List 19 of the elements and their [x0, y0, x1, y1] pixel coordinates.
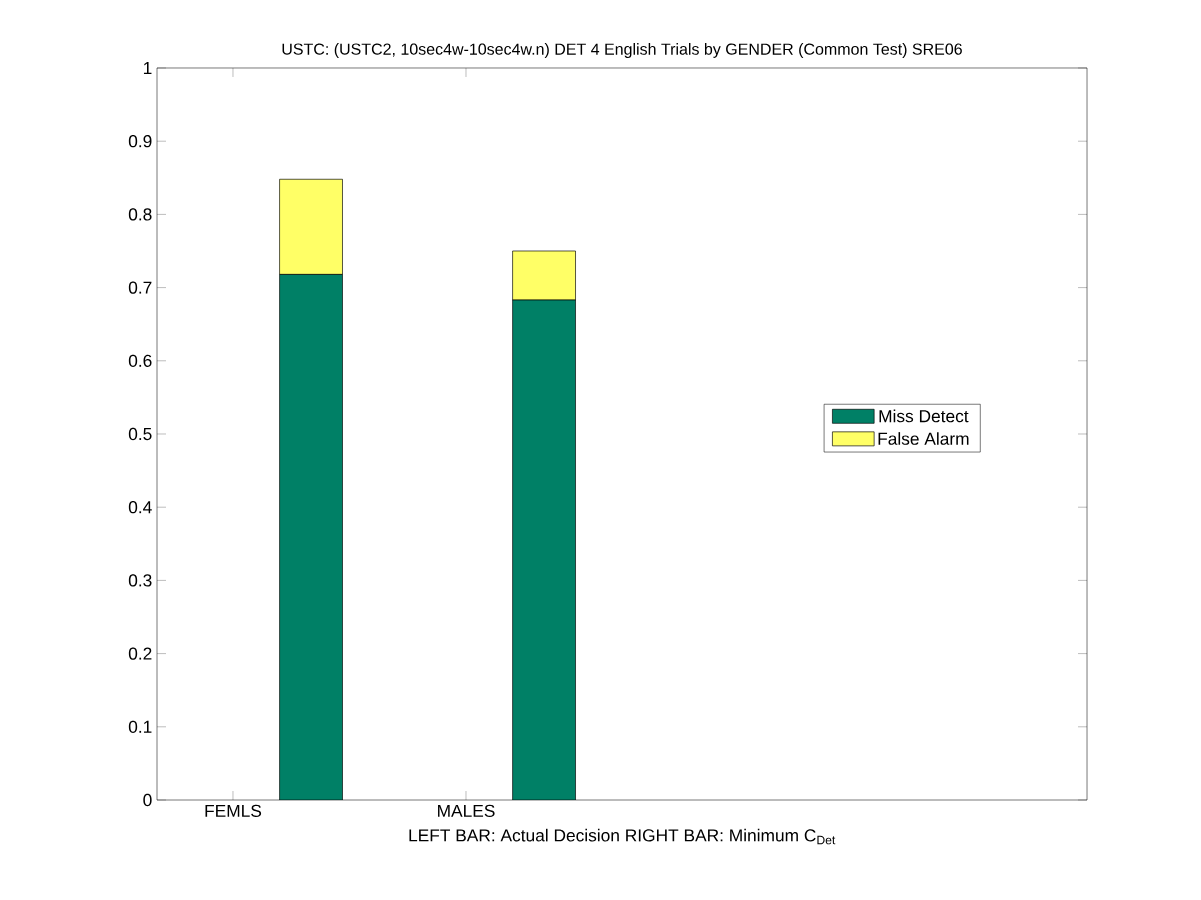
text: USTC: (USTC2, 10sec4w-10sec4w.n) DET 4 English Trials by GENDER (Common Test) SRE06: [282, 43, 962, 58]
bar: [279, 274, 343, 800]
y-tick-label: 0.2: [128, 647, 152, 660]
x-axis-title: LEFT BAR: Actual Decision RIGHT BAR: Minimum C$_{Det}$: [409, 828, 836, 845]
y-tick-label: 0: [143, 793, 152, 807]
y-tick-label: 0.9: [128, 135, 152, 148]
x-tick-label: FEMLS: [205, 804, 262, 817]
y-tick-label: 0.1: [128, 720, 152, 733]
y-tick-label: 0.6: [128, 354, 152, 367]
x-tick-label: MALES: [438, 804, 495, 817]
y-tick-label: 0.3: [128, 574, 152, 587]
bar: [512, 299, 576, 800]
y-tick-label: 0.4: [128, 501, 152, 514]
y-tick-label: 1: [143, 62, 152, 74]
legend-label: Miss Detect: [879, 409, 969, 423]
y-tick-label: 0.5: [128, 427, 152, 441]
y-tick-label: 0.8: [128, 208, 152, 221]
legend-label: False Alarm: [878, 432, 969, 445]
y-tick-label: 0.7: [128, 281, 152, 294]
